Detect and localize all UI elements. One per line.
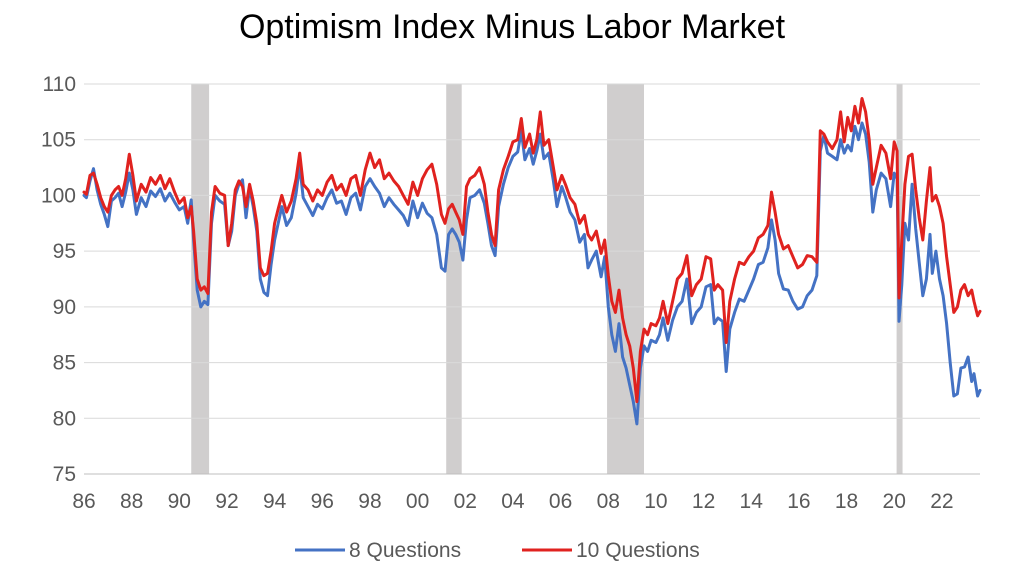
recession-band-1 xyxy=(446,84,462,474)
y-tick-label: 95 xyxy=(53,240,76,263)
chart-title: Optimism Index Minus Labor Market xyxy=(239,8,786,46)
recession-band-0 xyxy=(191,84,210,474)
x-tick-label: 04 xyxy=(501,490,525,513)
x-tick-label: 10 xyxy=(644,490,667,513)
x-tick-label: 02 xyxy=(454,490,477,513)
legend-label: 10 Questions xyxy=(576,539,700,562)
y-tick-label: 100 xyxy=(41,184,76,207)
x-tick-label: 06 xyxy=(549,490,572,513)
y-tick-label: 110 xyxy=(43,73,76,96)
x-tick-label: 86 xyxy=(72,490,95,513)
x-axis-ticks: 86 88 90 92 94 96 98 00 02 04 06 08 10 12 14 16 18 20 22 xyxy=(72,490,953,513)
y-tick-label: 90 xyxy=(53,296,76,319)
y-tick-label: 80 xyxy=(53,407,76,430)
legend: 8 Questions 10 Questions xyxy=(295,539,700,562)
x-tick-label: 20 xyxy=(883,490,906,513)
x-tick-label: 96 xyxy=(311,490,334,513)
x-tick-label: 08 xyxy=(597,490,620,513)
series-lines xyxy=(82,97,982,426)
x-tick-label: 90 xyxy=(168,490,191,513)
x-tick-label: 00 xyxy=(406,490,429,513)
x-tick-label: 16 xyxy=(787,490,810,513)
x-tick-label: 18 xyxy=(835,490,858,513)
series-line-eight-questions xyxy=(82,121,982,426)
x-tick-label: 94 xyxy=(263,490,287,513)
x-tick-label: 14 xyxy=(740,490,764,513)
x-tick-label: 98 xyxy=(358,490,381,513)
x-tick-label: 12 xyxy=(692,490,715,513)
y-axis-ticks: 75 80 85 90 95 100 105 110 xyxy=(41,73,76,486)
x-tick-label: 92 xyxy=(215,490,238,513)
series-line-ten-questions xyxy=(82,97,982,404)
y-tick-label: 105 xyxy=(41,129,76,152)
x-tick-label: 88 xyxy=(120,490,143,513)
y-tick-label: 75 xyxy=(53,463,76,486)
y-tick-label: 85 xyxy=(53,352,76,375)
x-tick-label: 22 xyxy=(930,490,953,513)
legend-label: 8 Questions xyxy=(349,539,461,562)
